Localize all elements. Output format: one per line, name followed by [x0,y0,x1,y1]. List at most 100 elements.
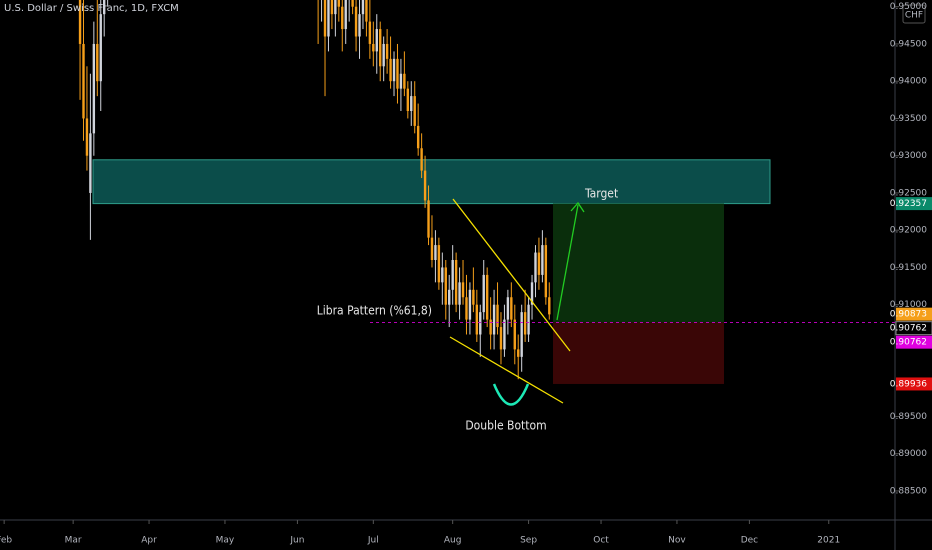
candle-body [454,260,458,305]
candle-body [102,0,106,15]
double-bottom-arc [492,383,530,406]
candle-body [82,43,85,119]
candle-body [92,43,96,134]
candle-body [475,304,479,335]
candle-body [365,0,368,22]
x-tick-label: Jul [367,536,379,546]
candle-body [468,289,472,320]
candle-body [396,58,399,89]
candle-body [499,327,503,350]
candle-body [96,43,99,82]
candle-body [548,297,551,315]
candle-body [389,58,392,82]
candle-body [503,319,506,350]
candle-body [492,304,496,335]
price-label: 0.90762 [890,324,927,334]
candle-body [403,73,406,89]
candle-body [354,6,358,37]
price-label: 0.90873 [890,310,927,320]
x-tick-label: Oct [593,536,609,546]
y-tick-label: 0.93000 [890,151,927,161]
candle-body [375,29,378,52]
candle-body [368,21,372,44]
candle-body [351,0,354,7]
x-tick-label: Jun [289,536,304,546]
x-tick-label: 2021 [817,536,840,546]
candle-body [385,43,389,59]
annotation: Target [584,187,618,201]
candle-body [527,304,530,335]
candle-body [534,252,537,283]
candle-body [537,252,541,275]
x-tick-label: Feb [0,536,12,546]
candle-body [523,312,527,335]
candle-body [413,96,416,126]
candle-body [441,267,444,283]
y-tick-label: 0.94000 [890,77,927,87]
resistance-zone [92,159,771,205]
candle-body [458,282,461,305]
candle-body [513,319,516,350]
y-tick-label: 0.92500 [890,188,927,198]
x-tick-label: May [216,536,235,546]
price-label-box [896,335,932,349]
price-label-box [895,321,932,336]
candle-body [423,170,427,201]
candle-body [482,274,485,313]
candle-body [334,0,337,15]
candle-body [437,245,441,283]
currency-box[interactable] [902,4,926,24]
candle-body [410,96,413,112]
price-label: 0.92357 [890,199,927,209]
candle-body [427,200,430,238]
candle-body [541,245,544,275]
candle-body [479,312,482,335]
price-label: 0.90762 [890,338,927,348]
candle-body [448,289,451,305]
price-label: 0.89936 [890,379,927,389]
y-tick-label: 0.88500 [890,486,927,496]
candle-body [337,0,341,7]
x-tick-label: Sep [520,536,537,546]
candle-body [489,319,492,335]
candle-body [382,43,385,67]
candle-body [485,274,489,320]
candle-body [451,260,454,290]
candle-body [372,43,375,52]
arrow-head [570,201,585,213]
candle-body [89,133,92,193]
price-label-box [896,197,932,211]
price-label-box [896,307,932,321]
candle-body [330,0,334,15]
target-arrow [556,204,579,321]
x-tick-label: Mar [65,536,82,546]
candle-body [506,297,510,320]
chart-title: U.S. Dollar / Swiss Franc, 1D, FXCM [4,3,179,14]
y-tick-label: 0.95000 [890,2,927,12]
y-tick-label: 0.89000 [890,449,927,459]
candle-body [517,349,520,357]
candle-body [420,148,423,171]
y-tick-label: 0.91500 [890,263,927,273]
annotation: Double Bottom [465,419,546,433]
x-tick-label: Nov [668,536,686,546]
y-tick-label: 0.89500 [890,412,927,422]
candle-body [344,0,347,30]
candle-body [510,297,513,320]
candle-body [444,267,447,305]
x-tick-label: Dec [741,536,758,546]
candle-body [341,6,344,30]
candle-body [461,282,465,298]
y-tick-label: 0.93500 [890,114,927,124]
annotation: Libra Pattern (%61,8) [317,304,432,318]
candle-body [327,0,330,37]
candle-body [358,14,361,37]
candle-body [430,237,434,260]
candle-body [392,58,396,82]
candle-body [399,73,403,89]
y-tick-label: 0.94500 [890,39,927,49]
y-tick-label: 0.91000 [890,300,927,310]
candle-body [406,88,410,112]
target-zone [553,203,724,323]
